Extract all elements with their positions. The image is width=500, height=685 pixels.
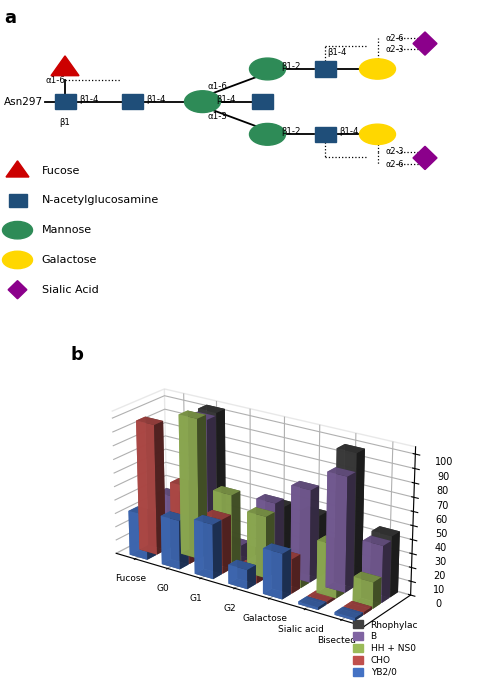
Text: α2-6: α2-6 [385, 160, 404, 169]
Ellipse shape [250, 58, 286, 80]
Bar [122, 94, 143, 110]
Ellipse shape [360, 124, 396, 145]
Text: β1-2: β1-2 [282, 127, 301, 136]
Polygon shape [8, 281, 27, 299]
Bar [252, 94, 273, 110]
Text: β1-4: β1-4 [328, 48, 347, 57]
Text: β1-4: β1-4 [339, 127, 358, 136]
Ellipse shape [360, 59, 396, 79]
Text: α2-3: α2-3 [385, 45, 404, 53]
Text: β1-4: β1-4 [146, 95, 166, 103]
Text: a: a [4, 9, 16, 27]
Legend: Rhophylac, B, HH + NS0, CHO, YB2/0: Rhophylac, B, HH + NS0, CHO, YB2/0 [349, 616, 422, 680]
Ellipse shape [250, 123, 286, 145]
Bar [314, 62, 336, 77]
Text: Sialic Acid: Sialic Acid [42, 285, 98, 295]
Polygon shape [6, 161, 29, 177]
Polygon shape [413, 147, 437, 170]
Text: β1-4: β1-4 [79, 95, 98, 103]
Text: Mannose: Mannose [42, 225, 92, 235]
Ellipse shape [2, 251, 32, 269]
Polygon shape [413, 32, 437, 55]
Text: α2-3: α2-3 [385, 147, 404, 156]
Text: Asn297: Asn297 [4, 97, 43, 107]
Text: α2-6: α2-6 [385, 34, 404, 42]
Text: N-acetylglucosamine: N-acetylglucosamine [42, 195, 159, 206]
Text: α1-6: α1-6 [208, 82, 228, 91]
Bar [54, 94, 76, 110]
Text: β1-4: β1-4 [216, 95, 236, 103]
Text: β1-2: β1-2 [282, 62, 301, 71]
Ellipse shape [184, 91, 220, 112]
Ellipse shape [2, 221, 32, 239]
Text: α1-6: α1-6 [46, 76, 66, 85]
Text: Fucose: Fucose [42, 166, 80, 175]
Bar [314, 127, 336, 142]
Bar [8, 194, 26, 207]
Text: β1: β1 [59, 118, 70, 127]
Polygon shape [51, 56, 79, 75]
Text: α1-3: α1-3 [208, 112, 228, 121]
Text: b: b [70, 346, 83, 364]
Text: Galactose: Galactose [42, 255, 97, 265]
